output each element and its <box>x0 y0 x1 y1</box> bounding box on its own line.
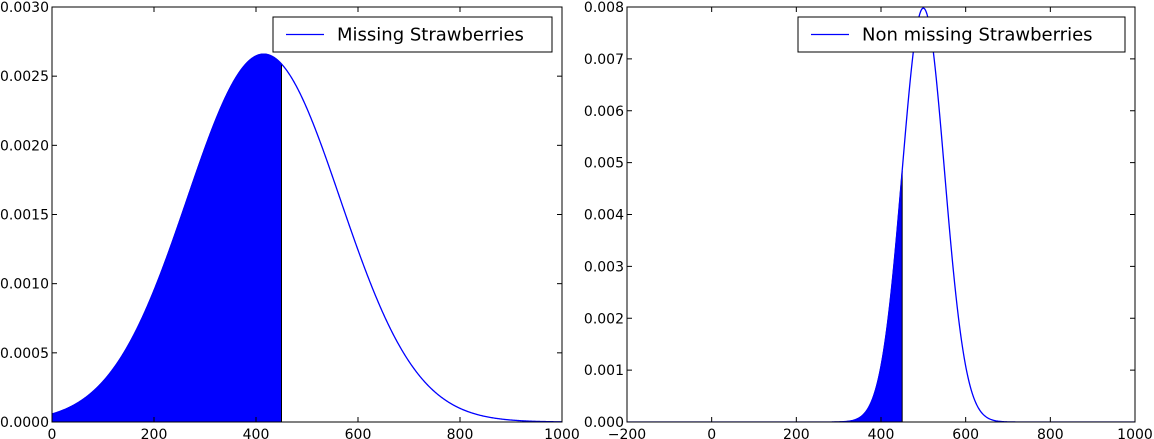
y-tick-label: 0.004 <box>584 208 624 224</box>
series-fill-area <box>52 53 282 422</box>
series-line <box>52 53 562 422</box>
x-tick-label: 600 <box>952 427 979 439</box>
y-tick-label: 0.000 <box>584 415 624 431</box>
y-tick-label: 0.001 <box>584 363 624 379</box>
x-tick-label: 800 <box>447 427 474 439</box>
y-tick-label: 0.003 <box>584 259 624 275</box>
x-tick-label: 1000 <box>544 427 580 439</box>
y-tick-label: 0.0020 <box>0 138 49 154</box>
x-tick-label: −200 <box>608 427 646 439</box>
x-tick-label: 400 <box>243 427 270 439</box>
x-tick-label: 200 <box>783 427 810 439</box>
x-tick-label: 800 <box>1037 427 1064 439</box>
legend-label: Non missing Strawberries <box>862 25 1093 46</box>
x-tick-label: 1000 <box>1117 427 1153 439</box>
x-tick-label: 0 <box>48 427 57 439</box>
plot-frame <box>626 6 1136 423</box>
series-line <box>627 7 1135 422</box>
y-tick-label: 0.0025 <box>0 69 49 85</box>
series-fill-area <box>627 170 903 422</box>
x-tick-label: 0 <box>707 427 716 439</box>
y-tick-label: 0.007 <box>584 52 624 68</box>
x-tick-label: 200 <box>141 427 168 439</box>
y-tick-label: 0.0015 <box>0 208 49 224</box>
y-tick-label: 0.002 <box>584 311 624 327</box>
y-tick-label: 0.008 <box>584 0 624 16</box>
legend: Non missing Strawberries <box>797 16 1126 53</box>
chart-2: −200 0 200 400 600 800 1000 0.000 0.001 0.002 0.00… <box>584 0 1153 439</box>
y-tick-label: 0.0030 <box>0 0 49 16</box>
legend-label: Missing Strawberries <box>337 25 524 46</box>
y-tick-label: 0.0010 <box>0 277 49 293</box>
legend: Missing Strawberries <box>272 16 553 53</box>
chart-1: 0 200 400 600 800 1000 0.0000 0.0005 0.0010 0.001… <box>0 0 580 439</box>
y-tick-label: 0.0000 <box>0 415 49 431</box>
y-tick-label: 0.006 <box>584 104 624 120</box>
y-tick-label: 0.005 <box>584 156 624 172</box>
x-tick-label: 400 <box>868 427 895 439</box>
x-tick-label: 600 <box>345 427 372 439</box>
y-tick-label: 0.0005 <box>0 346 49 362</box>
legend-box <box>797 16 1126 53</box>
